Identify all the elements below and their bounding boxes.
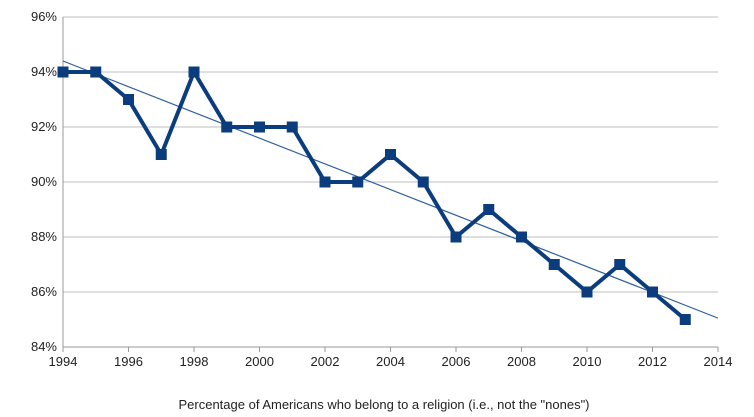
- x-tick-label-4: 2002: [311, 354, 340, 369]
- series-line-0: [63, 67, 687, 322]
- data-point-2002: [319, 176, 331, 188]
- data-point-2000: [254, 121, 265, 133]
- y-tick-label-5: 94%: [31, 64, 57, 79]
- data-point-1994: [57, 66, 69, 78]
- data-point-2009: [548, 259, 560, 270]
- x-tick-label-2: 1998: [180, 354, 209, 369]
- data-point-2004: [385, 149, 396, 160]
- x-tick-label-3: 2000: [245, 354, 274, 369]
- data-point-1996: [123, 94, 134, 105]
- y-tick-labels: 84% 86% 88% 90% 92% 94% 96%: [31, 9, 57, 354]
- axes: [62, 17, 719, 352]
- y-tick-label-0: 84%: [31, 339, 57, 354]
- data-point-1995: [90, 66, 102, 78]
- x-tick-label-6: 2006: [442, 354, 471, 369]
- data-point-2010: [581, 286, 593, 298]
- grid: [63, 16, 718, 348]
- series-group: [57, 66, 691, 325]
- data-point-2013: [679, 314, 691, 325]
- data-point-2001: [286, 121, 298, 133]
- x-tick-label-0: 1994: [49, 354, 78, 369]
- data-point-2006: [450, 231, 462, 243]
- y-tick-label-2: 88%: [31, 229, 57, 244]
- x-tick-labels: 1994 1996 1998 2000 2002 2004 2006 2008 2010 2012…: [49, 354, 733, 369]
- y-tick-label-6: 96%: [31, 9, 57, 24]
- trendline-group: [62, 60, 719, 319]
- trendline: [62, 60, 719, 319]
- x-tick-label-7: 2008: [507, 354, 536, 369]
- data-point-2012: [647, 286, 658, 298]
- data-point-1999: [221, 121, 233, 133]
- data-point-1997: [155, 149, 167, 160]
- y-tick-label-1: 86%: [31, 284, 57, 299]
- x-tick-label-9: 2012: [638, 354, 667, 369]
- y-tick-label-4: 92%: [31, 119, 57, 134]
- data-point-2011: [614, 259, 626, 270]
- x-tick-label-1: 1996: [114, 354, 143, 369]
- x-axis-label: Percentage of Americans who belong to a …: [178, 397, 589, 412]
- y-tick-label-3: 90%: [31, 174, 57, 189]
- data-point-1998: [188, 66, 200, 78]
- x-tick-label-10: 2014: [704, 354, 733, 369]
- data-point-2003: [352, 176, 364, 188]
- data-point-2007: [483, 204, 495, 215]
- x-tick-label-5: 2004: [376, 354, 405, 369]
- x-tick-label-8: 2010: [573, 354, 602, 369]
- data-point-2005: [417, 176, 429, 188]
- data-point-2008: [516, 231, 527, 243]
